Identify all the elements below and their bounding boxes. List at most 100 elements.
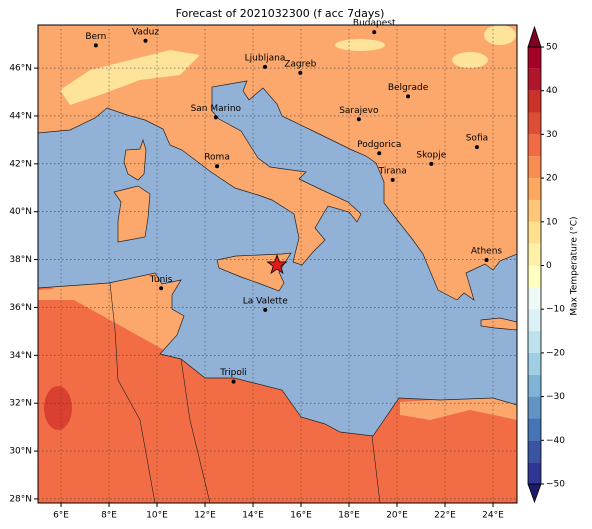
cold-patch bbox=[452, 52, 488, 68]
city-label: Belgrade bbox=[388, 83, 429, 93]
city-dot bbox=[298, 70, 303, 75]
city-label: Budapest bbox=[353, 19, 396, 29]
colorbar-segment bbox=[528, 199, 541, 222]
colorbar-label: Max Temperature (°C) bbox=[570, 216, 580, 315]
city-dot bbox=[263, 64, 268, 69]
colorbar-extend bbox=[527, 483, 542, 504]
city-label: La Valette bbox=[243, 296, 288, 306]
colorbar-segment bbox=[528, 134, 541, 157]
colorbar-segment bbox=[528, 265, 541, 288]
y-tick-label: 42°N bbox=[9, 159, 32, 169]
city-label: Roma bbox=[204, 153, 230, 163]
city-label: Sofia bbox=[466, 134, 488, 144]
colorbar-segment bbox=[528, 396, 541, 419]
city-dot bbox=[231, 379, 236, 384]
city-label: Vaduz bbox=[132, 27, 159, 37]
x-tick-label: 12°E bbox=[194, 511, 216, 521]
city-dot bbox=[429, 161, 434, 166]
y-tick-label: 32°N bbox=[9, 399, 32, 409]
x-tick-label: 16°E bbox=[290, 511, 312, 521]
chart-title: Forecast of 2021032300 (f acc 7days) bbox=[176, 7, 385, 20]
x-tick-label: 8°E bbox=[101, 511, 117, 521]
city-label: Bern bbox=[85, 32, 106, 42]
city-label: Ljubljana bbox=[245, 53, 286, 63]
city-dot bbox=[372, 30, 377, 35]
colorbar-extend bbox=[527, 25, 542, 48]
y-tick-label: 44°N bbox=[9, 111, 32, 121]
city-label: San Marino bbox=[191, 104, 242, 114]
city-label: Tunis bbox=[149, 275, 173, 285]
city-dot bbox=[213, 115, 218, 120]
city-label: Sarajevo bbox=[339, 106, 379, 116]
colorbar-tick-label: 20 bbox=[546, 174, 558, 184]
crete bbox=[480, 317, 517, 331]
colorbar-segment bbox=[528, 309, 541, 332]
sardinia bbox=[113, 185, 151, 243]
colorbar-tick-label: 40 bbox=[546, 86, 558, 96]
colorbar-segment bbox=[528, 221, 541, 244]
cold-patch bbox=[484, 25, 516, 45]
city-dot bbox=[263, 307, 268, 312]
city-dot bbox=[143, 38, 148, 43]
x-tick-label: 18°E bbox=[338, 511, 360, 521]
colorbar-segment bbox=[528, 90, 541, 113]
city-dot bbox=[390, 177, 395, 182]
colorbar-tick-label: 50 bbox=[546, 43, 558, 53]
city-label: Athens bbox=[471, 247, 502, 257]
city-dot bbox=[159, 286, 164, 291]
colorbar-tick-label: 0 bbox=[546, 261, 552, 271]
city-dot bbox=[474, 145, 479, 150]
city-label: Tripoli bbox=[219, 368, 247, 378]
x-tick-label: 20°E bbox=[386, 511, 408, 521]
cold-patch bbox=[60, 50, 200, 105]
colorbar-segment bbox=[528, 440, 541, 463]
city-dot bbox=[484, 258, 489, 263]
colorbar-tick-label: 10 bbox=[546, 217, 558, 227]
colorbar-tick-label: −30 bbox=[546, 392, 565, 402]
colorbar-segment bbox=[528, 243, 541, 266]
y-tick-label: 28°N bbox=[9, 494, 32, 504]
colorbar-segment bbox=[528, 68, 541, 91]
africa-land bbox=[38, 280, 517, 503]
map-frame bbox=[37, 24, 518, 504]
city-dot bbox=[377, 151, 382, 156]
colorbar-segment bbox=[528, 156, 541, 179]
city-label: Zagreb bbox=[284, 59, 316, 69]
warm-patch bbox=[38, 285, 170, 305]
x-tick-label: 6°E bbox=[53, 511, 69, 521]
city-label: Tirana bbox=[378, 166, 407, 176]
city-dot bbox=[215, 164, 220, 169]
event-marker bbox=[266, 253, 288, 275]
city-dot bbox=[93, 43, 98, 48]
x-tick-label: 22°E bbox=[434, 511, 456, 521]
colorbar-segment bbox=[528, 112, 541, 135]
x-tick-label: 10°E bbox=[146, 511, 168, 521]
hot-patch bbox=[44, 386, 72, 430]
x-tick-label: 24°E bbox=[482, 511, 504, 521]
city-dot bbox=[406, 94, 411, 99]
colorbar-segment bbox=[528, 374, 541, 397]
colorbar-segment bbox=[528, 331, 541, 353]
y-tick-label: 46°N bbox=[9, 64, 32, 74]
corsica bbox=[123, 138, 147, 181]
colorbar-tick-label: −10 bbox=[546, 305, 565, 315]
city-label: Podgorica bbox=[357, 140, 401, 150]
warm-patch bbox=[400, 395, 517, 420]
colorbar-segment bbox=[528, 47, 541, 69]
y-tick-label: 34°N bbox=[9, 351, 32, 361]
colorbar-segment bbox=[528, 462, 541, 484]
colorbar-tick-label: −40 bbox=[546, 436, 565, 446]
city-dot bbox=[356, 117, 361, 122]
y-tick-label: 40°N bbox=[9, 207, 32, 217]
city-label: Skopje bbox=[416, 150, 446, 160]
colorbar-tick-label: −20 bbox=[546, 348, 565, 358]
x-tick-label: 14°E bbox=[242, 511, 264, 521]
y-tick-label: 38°N bbox=[9, 255, 32, 265]
colorbar-segment bbox=[528, 352, 541, 375]
y-tick-label: 30°N bbox=[9, 447, 32, 457]
colorbar-segment bbox=[528, 287, 541, 310]
colorbar-segment bbox=[528, 418, 541, 441]
colorbar-segment bbox=[528, 178, 541, 200]
colorbar-tick-label: −50 bbox=[546, 480, 565, 490]
